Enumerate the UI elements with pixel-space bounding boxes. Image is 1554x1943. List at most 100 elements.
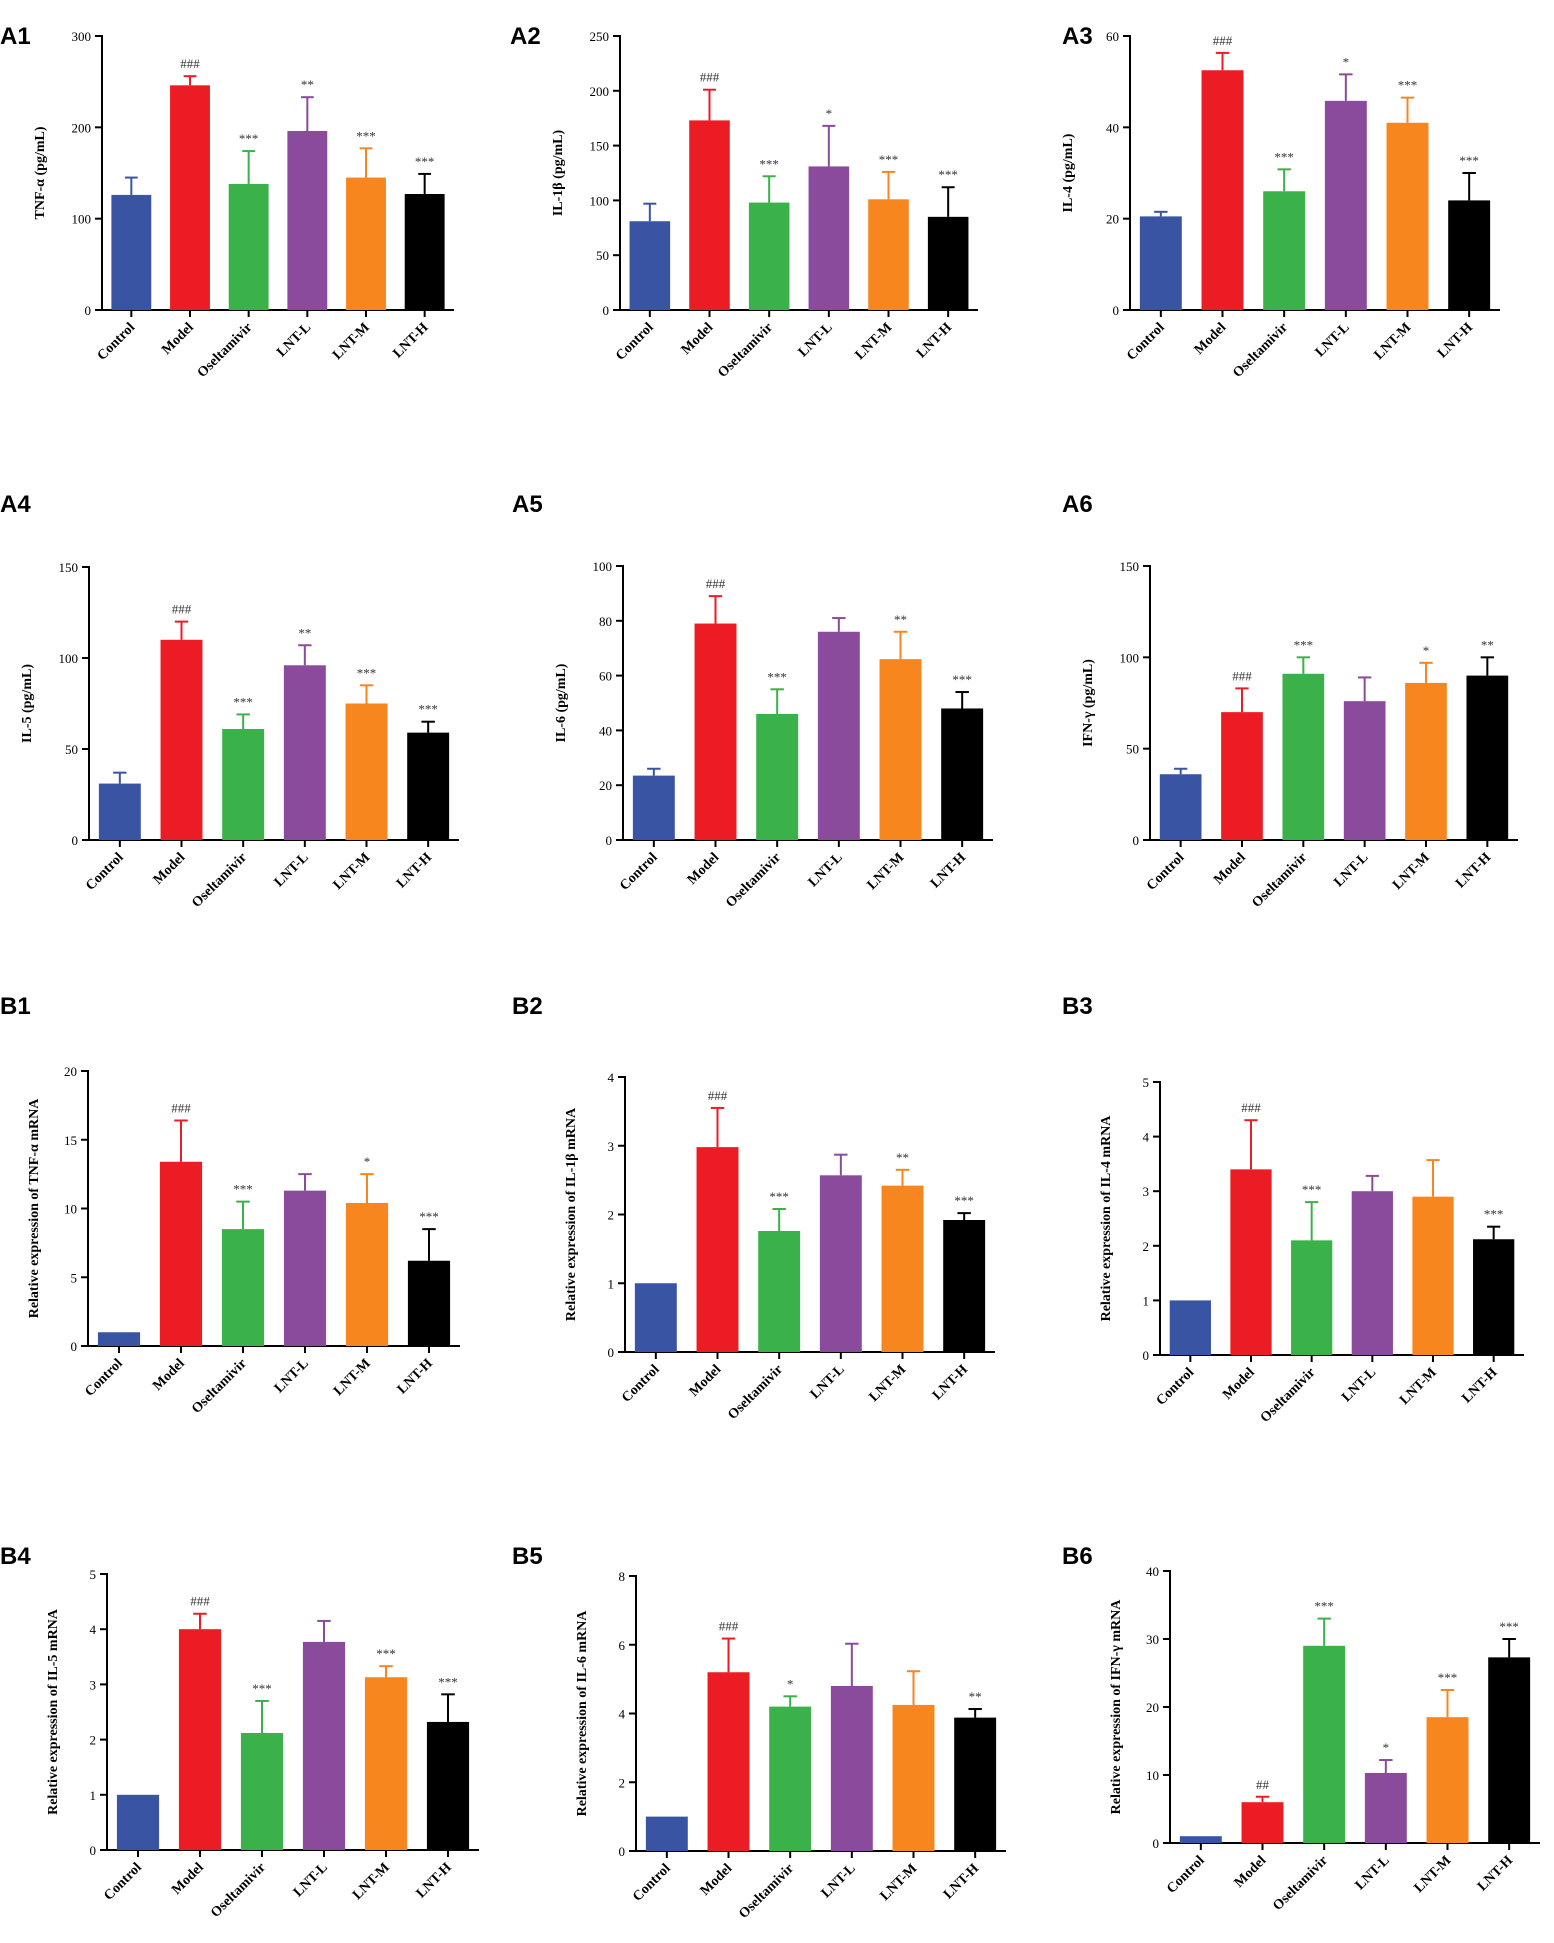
- significance-label: **: [298, 625, 311, 640]
- x-tick-label: Model: [151, 850, 189, 888]
- panel-label: A3: [1062, 23, 1093, 50]
- panel-label: A6: [1062, 491, 1093, 518]
- x-tick-label: Oseltamivir: [1270, 1853, 1331, 1914]
- significance-label: ***: [1438, 1670, 1458, 1685]
- significance-label: ***: [1484, 1207, 1504, 1222]
- y-tick-label: 60: [599, 669, 612, 684]
- significance-label: ***: [1398, 78, 1418, 93]
- bar-lnt-l: [283, 665, 326, 840]
- y-tick-label: 20: [64, 1064, 77, 1079]
- significance-label: ###: [700, 70, 720, 85]
- bar-lnt-h: [954, 1717, 997, 1851]
- bar-lnt-h: [1466, 675, 1509, 840]
- x-tick-label: Model: [698, 1861, 736, 1899]
- significance-label: ##: [1256, 1777, 1270, 1792]
- y-axis-title: IL-6 (pg/mL): [554, 663, 569, 742]
- significance-label: ***: [357, 665, 377, 680]
- y-tick-label: 6: [619, 1638, 626, 1653]
- x-tick-label: LNT-H: [414, 1860, 455, 1901]
- x-tick-label: Control: [1164, 1853, 1208, 1897]
- bar-control: [634, 1283, 677, 1352]
- x-tick-label: LNT-M: [867, 1362, 910, 1405]
- y-tick-label: 100: [590, 193, 610, 208]
- x-tick-label: LNT-M: [1397, 1365, 1440, 1408]
- x-tick-label: LNT-M: [1390, 850, 1433, 893]
- significance-label: ***: [419, 1209, 439, 1224]
- significance-label: ***: [239, 131, 259, 146]
- x-tick-label: LNT-H: [914, 320, 955, 361]
- bar-lnt-h: [1473, 1239, 1515, 1355]
- bar-oseltamivir: [1291, 1240, 1333, 1355]
- bar-oseltamivir: [228, 183, 269, 310]
- y-axis-title: Relative expression of IL-1β mRNA: [564, 1107, 579, 1321]
- bar-model: [159, 1161, 203, 1346]
- x-tick-label: Oseltamivir: [723, 850, 784, 911]
- significance-label: ***: [356, 128, 376, 143]
- bar-oseltamivir: [758, 1231, 801, 1352]
- bar-lnt-m: [1426, 1717, 1469, 1843]
- y-tick-label: 4: [90, 1622, 97, 1637]
- x-tick-label: LNT-L: [272, 850, 312, 890]
- y-axis-title: Relative expression of IL-5 mRNA: [46, 1608, 61, 1815]
- x-tick-label: LNT-H: [930, 1362, 971, 1403]
- bar-lnt-m: [346, 177, 386, 310]
- y-tick-label: 8: [619, 1569, 626, 1584]
- bar-lnt-h: [407, 732, 450, 840]
- bar-lnt-m: [881, 1185, 924, 1352]
- y-tick-label: 5: [90, 1567, 97, 1582]
- significance-label: ***: [1274, 149, 1294, 164]
- bar-lnt-m: [1405, 682, 1447, 840]
- x-tick-label: LNT-L: [1332, 850, 1372, 890]
- panel-label: B2: [512, 993, 543, 1020]
- y-axis-title: Relative expression of TNF-α mRNA: [27, 1098, 42, 1318]
- x-tick-label: LNT-M: [878, 1861, 921, 1904]
- y-tick-label: 100: [59, 651, 79, 666]
- y-tick-label: 0: [72, 833, 79, 848]
- significance-label: *: [364, 1154, 371, 1169]
- bar-model: [694, 623, 737, 840]
- x-tick-label: Oseltamivir: [736, 1861, 797, 1922]
- bar-oseltamivir: [1263, 191, 1306, 310]
- bar-lnt-m: [1386, 122, 1429, 311]
- bar-oseltamivir: [1303, 1645, 1346, 1843]
- y-axis-title: Relative expression of IL-6 mRNA: [575, 1610, 590, 1817]
- significance-label: ***: [759, 156, 779, 171]
- chart-panel-b4: B4 0 1 2 3 4 5 Relative expression of IL-5 mRNA…: [0, 1543, 479, 1921]
- y-tick-label: 0: [608, 1345, 615, 1360]
- y-axis-title: Relative expression of IFN-γ mRNA: [1109, 1599, 1124, 1815]
- y-tick-label: 200: [72, 120, 92, 135]
- y-tick-label: 0: [606, 833, 613, 848]
- y-tick-label: 4: [619, 1707, 626, 1722]
- x-tick-label: Control: [95, 320, 139, 364]
- bar-control: [116, 1794, 160, 1850]
- y-tick-label: 1: [90, 1788, 97, 1803]
- significance-label: *: [1383, 1740, 1390, 1755]
- y-tick-label: 4: [1143, 1130, 1150, 1145]
- y-tick-label: 4: [608, 1070, 615, 1085]
- bar-lnt-l: [283, 1190, 327, 1346]
- significance-label: **: [301, 77, 314, 92]
- bar-lnt-m: [879, 659, 922, 840]
- bar-oseltamivir: [756, 713, 799, 840]
- bar-model: [696, 1147, 739, 1352]
- x-tick-label: Control: [83, 850, 127, 894]
- bar-lnt-l: [830, 1686, 873, 1851]
- x-tick-label: Oseltamivir: [1230, 320, 1291, 381]
- significance-label: ###: [1241, 1100, 1261, 1115]
- bar-oseltamivir: [1282, 673, 1325, 840]
- significance-label: ***: [769, 1189, 789, 1204]
- panel-label: B4: [0, 1543, 31, 1570]
- x-tick-label: Oseltamivir: [189, 1356, 250, 1417]
- x-tick-label: Control: [101, 1860, 145, 1904]
- x-tick-label: Oseltamivir: [195, 320, 256, 381]
- y-tick-label: 100: [72, 212, 92, 227]
- chart-panel-a3: A3 0 20 40 60 IL-4 (pg/mL) Control ### Model *** O…: [1061, 23, 1500, 381]
- x-tick-label: Model: [150, 1356, 188, 1394]
- bar-model: [1241, 1802, 1284, 1843]
- significance-label: *: [1423, 643, 1430, 658]
- bar-model: [707, 1672, 750, 1851]
- chart-panel-a5: A5 0 20 40 60 80 100 IL-6 (pg/mL) Control ### Mode…: [512, 491, 993, 911]
- panel-label: A5: [512, 491, 543, 518]
- y-axis-title: Relative expression of IL-4 mRNA: [1099, 1115, 1114, 1322]
